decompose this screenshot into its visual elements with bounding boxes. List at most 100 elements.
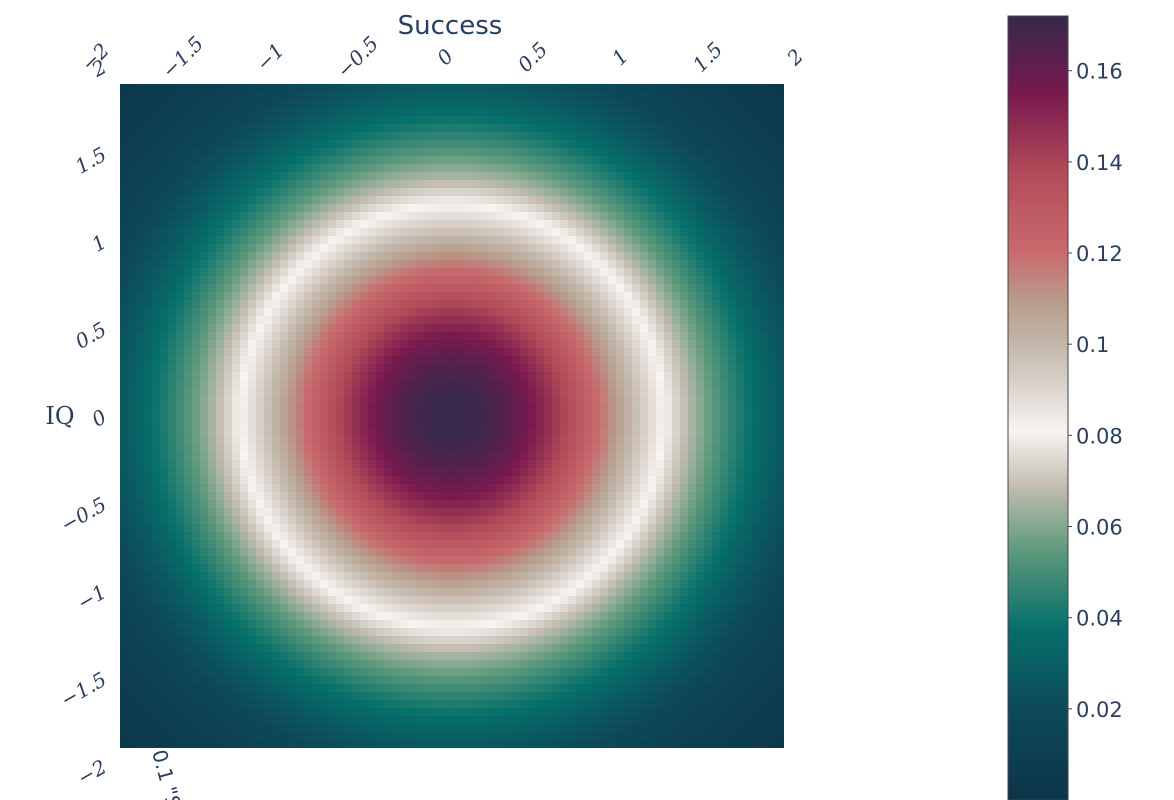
heatmap-cell — [688, 260, 697, 269]
heatmap-cell — [376, 412, 385, 421]
heatmap-cell — [704, 284, 713, 293]
heatmap-cell — [312, 252, 321, 261]
heatmap-cell — [376, 140, 385, 149]
heatmap-cell — [584, 500, 593, 509]
heatmap-cell — [656, 532, 665, 541]
heatmap-cell — [504, 292, 513, 301]
heatmap-cell — [536, 204, 545, 213]
heatmap-cell — [432, 180, 441, 189]
heatmap-cell — [760, 436, 769, 445]
heatmap-cell — [232, 396, 241, 405]
heatmap-cell — [312, 268, 321, 277]
heatmap-cell — [376, 84, 385, 93]
heatmap-cell — [776, 508, 784, 517]
heatmap-cell — [584, 156, 593, 165]
heatmap-cell — [504, 92, 513, 101]
heatmap-cell — [528, 108, 537, 117]
heatmap-cell — [432, 324, 441, 333]
heatmap-cell — [712, 356, 721, 365]
heatmap-cell — [232, 500, 241, 509]
heatmap-cell — [552, 196, 561, 205]
heatmap-cell — [224, 276, 233, 285]
heatmap-cell — [248, 300, 257, 309]
heatmap-cell — [480, 108, 489, 117]
heatmap-cell — [472, 164, 481, 173]
heatmap-cell — [304, 212, 313, 221]
heatmap-cell — [768, 276, 777, 285]
heatmap-cell — [496, 548, 505, 557]
heatmap-cell — [344, 140, 353, 149]
heatmap-cell — [520, 436, 529, 445]
heatmap-cell — [224, 476, 233, 485]
heatmap-cell — [720, 196, 729, 205]
heatmap-cell — [424, 340, 433, 349]
heatmap-cell — [520, 420, 529, 429]
heatmap-cell — [608, 228, 617, 237]
heatmap-cell — [536, 188, 545, 197]
heatmap-cell — [440, 252, 449, 261]
heatmap-cell — [280, 196, 289, 205]
heatmap-cell — [616, 548, 625, 557]
heatmap-cell — [528, 476, 537, 485]
heatmap-cell — [272, 468, 281, 477]
heatmap-cell — [696, 108, 705, 117]
heatmap-cell — [312, 364, 321, 373]
heatmap-cell — [552, 316, 561, 325]
heatmap-cell — [360, 108, 369, 117]
heatmap-cell — [600, 436, 609, 445]
heatmap-cell — [232, 196, 241, 205]
heatmap-cell — [544, 212, 553, 221]
heatmap-cell — [600, 204, 609, 213]
heatmap-cell — [288, 116, 297, 125]
heatmap-cell — [376, 180, 385, 189]
heatmap-cell — [384, 444, 393, 453]
heatmap-cell — [648, 92, 657, 101]
heatmap-cell — [696, 300, 705, 309]
heatmap-cell — [296, 420, 305, 429]
heatmap-cell — [512, 388, 521, 397]
heatmap-cell — [184, 428, 193, 437]
heatmap-cell — [336, 500, 345, 509]
heatmap-cell — [544, 300, 553, 309]
heatmap-cell — [376, 388, 385, 397]
heatmap-cell — [688, 316, 697, 325]
heatmap-cell — [208, 180, 217, 189]
heatmap-cell — [632, 516, 641, 525]
heatmap-cell — [552, 108, 561, 117]
heatmap-cell — [640, 140, 649, 149]
heatmap-cell — [600, 396, 609, 405]
heatmap-cell — [712, 332, 721, 341]
heatmap-cell — [640, 524, 649, 533]
heatmap-cell — [128, 228, 137, 237]
heatmap-cell — [664, 244, 673, 253]
heatmap-cell — [312, 484, 321, 493]
heatmap-cell — [424, 228, 433, 237]
heatmap-cell — [304, 348, 313, 357]
heatmap-cell — [488, 284, 497, 293]
heatmap-cell — [144, 316, 153, 325]
heatmap-cell — [248, 92, 257, 101]
heatmap-cell — [256, 284, 265, 293]
heatmap-cell — [672, 212, 681, 221]
heatmap-cell — [304, 404, 313, 413]
heatmap-cell — [256, 516, 265, 525]
heatmap-cell — [232, 380, 241, 389]
heatmap-cell — [536, 308, 545, 317]
heatmap-cell — [608, 468, 617, 477]
heatmap-cell — [296, 468, 305, 477]
heatmap-cell — [432, 340, 441, 349]
heatmap-cell — [456, 396, 465, 405]
heatmap-cell — [600, 156, 609, 165]
heatmap-cell — [208, 532, 217, 541]
heatmap-cell — [336, 308, 345, 317]
heatmap-cell — [456, 100, 465, 109]
heatmap-cell — [200, 540, 209, 549]
heatmap-cell — [328, 556, 337, 565]
heatmap-cell — [320, 396, 329, 405]
heatmap-cell — [192, 460, 201, 469]
heatmap-cell — [584, 84, 593, 93]
heatmap-cell — [288, 148, 297, 157]
heatmap-cell — [736, 356, 745, 365]
heatmap-cell — [448, 428, 457, 437]
heatmap-cell — [776, 148, 784, 157]
